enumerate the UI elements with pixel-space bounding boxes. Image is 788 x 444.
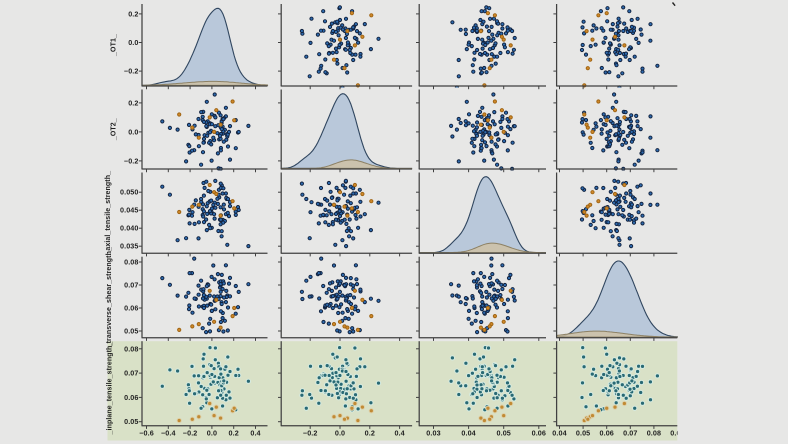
svg-text:−0.2: −0.2 — [303, 429, 318, 438]
svg-text:0.07: 0.07 — [124, 369, 138, 378]
svg-text:_OT1_: _OT1_ — [111, 34, 118, 57]
svg-text:0.06: 0.06 — [600, 429, 614, 438]
svg-text:0.0: 0.0 — [128, 127, 138, 136]
svg-text:−0.2: −0.2 — [124, 67, 139, 76]
svg-text:0.2: 0.2 — [128, 9, 138, 18]
svg-text:_OT2_: _OT2_ — [111, 118, 118, 141]
svg-text:0.09: 0.09 — [670, 429, 684, 438]
svg-text:0.06: 0.06 — [124, 304, 138, 313]
svg-text:0.04: 0.04 — [461, 429, 475, 438]
svg-text:0.06: 0.06 — [532, 429, 546, 438]
svg-text:0.04: 0.04 — [552, 429, 566, 438]
svg-text:0.2: 0.2 — [128, 98, 138, 107]
svg-text:0.050: 0.050 — [120, 188, 139, 197]
svg-text:0.040: 0.040 — [120, 224, 139, 233]
svg-text:−0.6: −0.6 — [139, 429, 154, 438]
svg-text:−0.4: −0.4 — [161, 429, 176, 438]
svg-text:0.0: 0.0 — [207, 429, 217, 438]
svg-text:_inplane_tensile_strength_: _inplane_tensile_strength_ — [107, 342, 114, 436]
svg-text:0.05: 0.05 — [124, 417, 138, 426]
svg-text:0.0: 0.0 — [128, 38, 138, 47]
svg-text:0.08: 0.08 — [124, 258, 138, 267]
svg-text:0.05: 0.05 — [497, 429, 511, 438]
svg-text:−0.2: −0.2 — [183, 429, 198, 438]
svg-text:−0.2: −0.2 — [124, 156, 139, 165]
svg-text:0.05: 0.05 — [576, 429, 590, 438]
svg-text:0.07: 0.07 — [623, 429, 637, 438]
svg-text:0.0: 0.0 — [335, 429, 345, 438]
svg-text:0.06: 0.06 — [124, 393, 138, 402]
svg-text:_axial_tensile_strength_: _axial_tensile_strength_ — [105, 171, 112, 256]
svg-text:0.035: 0.035 — [120, 242, 139, 251]
svg-text:0.05: 0.05 — [124, 327, 138, 336]
svg-text:0.08: 0.08 — [647, 429, 661, 438]
svg-text:0.4: 0.4 — [250, 429, 260, 438]
svg-text:0.2: 0.2 — [365, 429, 375, 438]
svg-text:0.2: 0.2 — [229, 429, 239, 438]
svg-text:0.08: 0.08 — [124, 344, 138, 353]
svg-text:0.07: 0.07 — [124, 281, 138, 290]
svg-text:0.045: 0.045 — [120, 206, 139, 215]
svg-text:_transverse_shear_strength_: _transverse_shear_strength_ — [106, 247, 113, 348]
svg-text:0.4: 0.4 — [394, 429, 404, 438]
svg-text:0.03: 0.03 — [426, 429, 440, 438]
